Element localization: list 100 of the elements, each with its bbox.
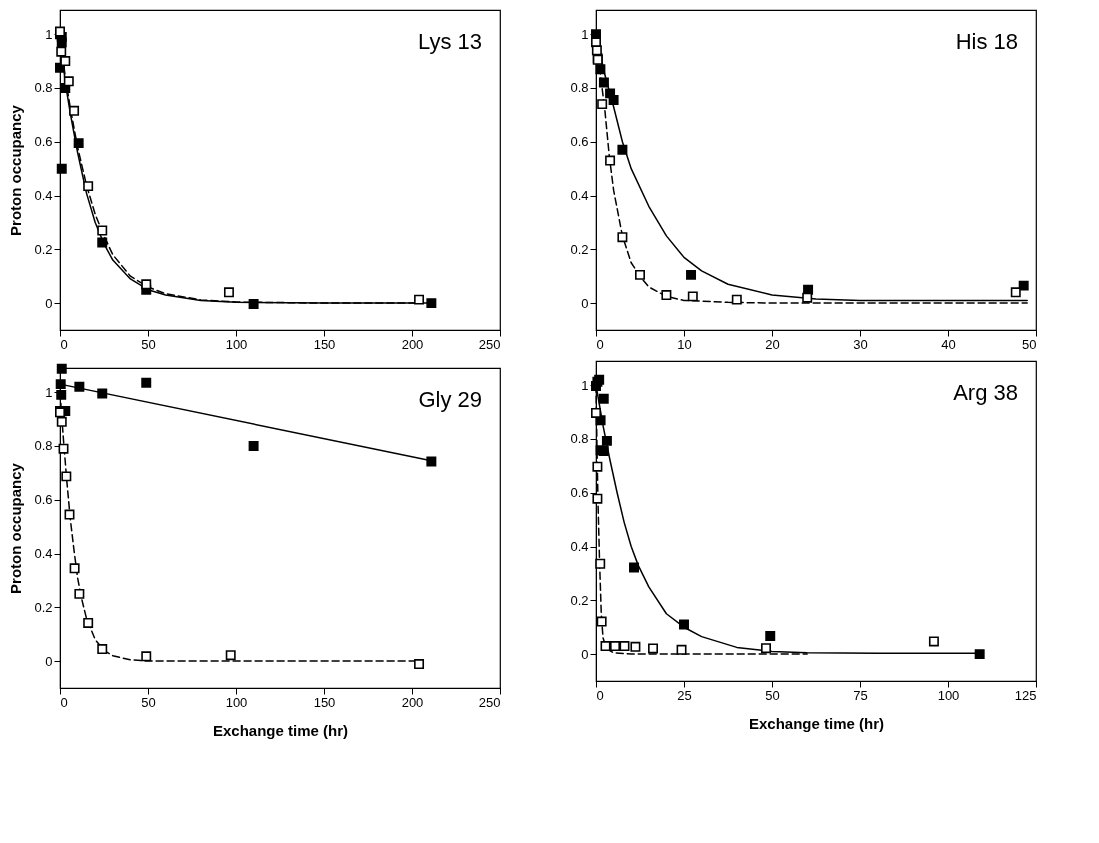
x-tick-label: 50 (1022, 336, 1037, 352)
point (56, 163, 67, 174)
y-tick-label: 0.4 (570, 539, 589, 555)
y-axis-title: Proton occupancy (7, 104, 25, 236)
point (61, 471, 72, 482)
point (608, 95, 619, 106)
y-axis-title: Proton occupancy (7, 462, 25, 594)
point (55, 379, 66, 390)
point (58, 443, 69, 454)
point (63, 76, 74, 87)
point (248, 298, 259, 309)
point (69, 563, 80, 574)
x-tick-label: 100 (225, 694, 248, 710)
point (648, 643, 659, 654)
point (56, 416, 67, 427)
y-tick-label: 0.2 (570, 241, 589, 257)
text: Gly 29 (418, 387, 482, 412)
point (617, 144, 628, 155)
point (56, 389, 67, 400)
point (225, 650, 236, 661)
point (974, 649, 985, 660)
point (56, 363, 67, 374)
x-tick-label: 0 (60, 336, 68, 352)
x-tick-label: 0 (596, 336, 604, 352)
y-tick-label: 0.6 (570, 485, 589, 501)
x-tick-label: 50 (141, 694, 156, 710)
point (591, 407, 601, 418)
point (687, 291, 698, 302)
point (56, 37, 67, 48)
point (1010, 287, 1021, 298)
point (761, 643, 771, 654)
x-tick-label: 250 (478, 336, 501, 352)
point (676, 644, 687, 655)
point (591, 45, 602, 56)
point (248, 441, 259, 451)
point (661, 290, 672, 301)
y-tick-label: 0.8 (570, 431, 589, 447)
x-tick-label: 200 (401, 694, 424, 710)
point (414, 659, 425, 670)
point (1018, 280, 1029, 291)
x-tick-label: 100 (937, 687, 960, 703)
x-axis-title: Exchange time (hr) (748, 714, 885, 732)
y-tick-label: 0.2 (570, 592, 589, 608)
point (141, 651, 152, 662)
point (592, 461, 603, 472)
point (592, 493, 603, 504)
point (629, 562, 639, 573)
x-tick-label: 250 (478, 694, 501, 710)
point (73, 138, 84, 149)
point (60, 56, 71, 67)
y-tick-label: 0.4 (34, 546, 53, 562)
point (414, 294, 425, 305)
point (596, 616, 607, 627)
y-tick-label: 1 (45, 384, 53, 400)
y-tick-label: 0 (581, 646, 589, 662)
x-tick-label: 150 (313, 336, 336, 352)
x-tick-label: 150 (313, 694, 336, 710)
point (731, 294, 742, 305)
point (802, 292, 813, 303)
y-tick-label: 0.6 (34, 492, 53, 508)
point (595, 558, 606, 569)
x-tick-label: 0 (596, 687, 604, 703)
x-tick-label: 20 (765, 336, 780, 352)
x-tick-label: 40 (941, 336, 956, 352)
point (141, 377, 152, 388)
point (598, 77, 609, 88)
y-tick-label: 0 (45, 653, 53, 669)
point (74, 381, 85, 392)
y-tick-label: 1 (581, 377, 589, 393)
point (97, 237, 108, 248)
y-tick-label: 0.2 (34, 241, 53, 257)
x-tick-label: 100 (225, 336, 248, 352)
point (56, 46, 67, 57)
point (83, 617, 94, 628)
point (630, 641, 641, 652)
point (598, 393, 609, 404)
point (605, 155, 616, 166)
y-tick-label: 0.2 (34, 599, 53, 615)
x-tick-label: 30 (853, 336, 868, 352)
x-tick-label: 0 (60, 694, 68, 710)
point (223, 287, 234, 298)
x-tick-label: 25 (677, 687, 692, 703)
point (686, 269, 697, 280)
point (426, 456, 437, 467)
x-tick-label: 125 (1014, 687, 1037, 703)
point (64, 509, 75, 520)
point (617, 232, 628, 243)
point (679, 619, 689, 630)
point (69, 105, 80, 116)
x-tick-label: 200 (401, 336, 424, 352)
y-tick-label: 0.4 (570, 188, 589, 204)
point (601, 435, 612, 446)
x-tick-label: 50 (765, 687, 780, 703)
y-tick-label: 0.8 (34, 80, 53, 96)
y-tick-label: 1 (581, 26, 589, 42)
y-tick-label: 0.4 (34, 188, 53, 204)
point (97, 225, 108, 236)
point (426, 298, 437, 309)
y-tick-label: 0.6 (34, 134, 53, 150)
y-tick-label: 0.8 (34, 438, 53, 454)
